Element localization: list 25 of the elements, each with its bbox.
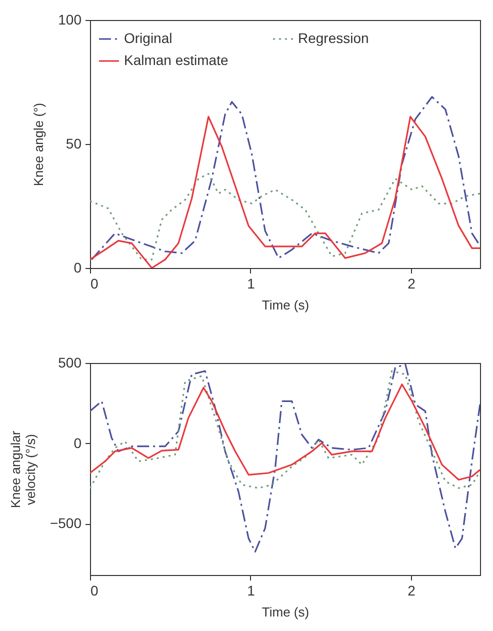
x-tick-label: 2 — [408, 582, 416, 598]
legend-label: Kalman estimate — [124, 52, 228, 68]
x-tick-label: 0 — [90, 276, 98, 292]
y-tick-label: −500 — [50, 515, 82, 532]
line-series — [90, 370, 480, 489]
line-series — [90, 172, 480, 260]
line-series — [90, 116, 480, 268]
y-axis-title: Knee angular velocity (°/s) — [8, 430, 38, 508]
x-tick-label: 1 — [247, 582, 256, 598]
line-series — [90, 363, 480, 553]
legend-label: Original — [124, 30, 172, 46]
y-tick-label: 0 — [74, 434, 82, 451]
line-series — [90, 96, 480, 260]
legend-label: Regression — [298, 30, 369, 46]
y-axis-title: Knee angle (°) — [31, 102, 46, 186]
x-tick-label: 0 — [90, 582, 98, 598]
x-tick-label: 1 — [247, 276, 256, 292]
x-axis-title: Time (s) — [262, 604, 310, 620]
x-tick-label: 2 — [408, 276, 416, 292]
y-tick-label: 500 — [58, 354, 82, 370]
x-axis-title: Time (s) — [262, 298, 310, 312]
y-tick-label: 100 — [58, 12, 82, 28]
y-tick-label: 0 — [74, 260, 82, 276]
y-tick-label: 50 — [66, 136, 82, 152]
line-series — [90, 384, 480, 481]
